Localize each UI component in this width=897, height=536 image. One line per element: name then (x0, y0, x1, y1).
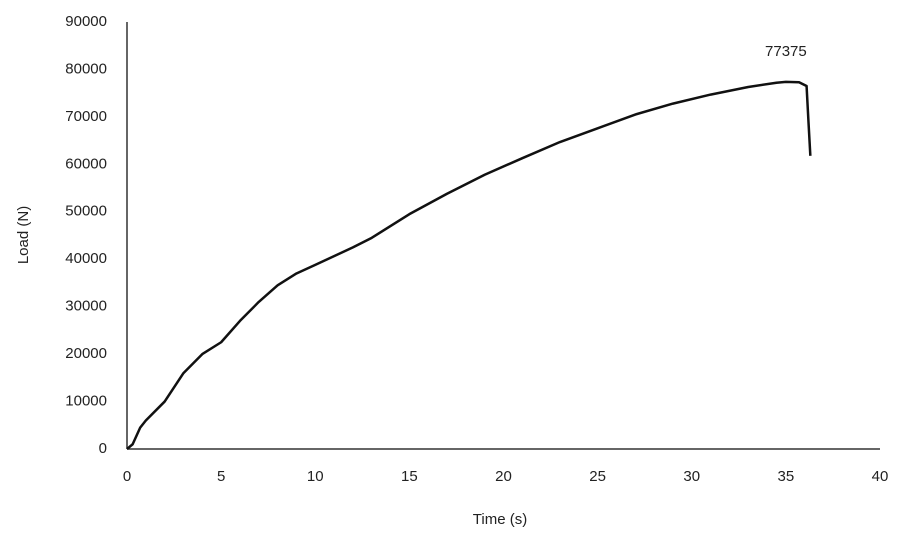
data-line (127, 82, 810, 449)
x-tick-label: 25 (589, 468, 606, 485)
y-tick-label: 40000 (65, 250, 107, 267)
x-tick-label: 35 (778, 468, 795, 485)
x-tick-label: 15 (401, 468, 418, 485)
chart: Time (s) Load (N) 0 10000 20000 30000 40000 5… (0, 0, 897, 536)
x-tick-label: 5 (217, 468, 225, 485)
y-tick-label: 60000 (65, 155, 107, 172)
y-tick-label: 0 (99, 440, 107, 457)
x-tick-label: 40 (872, 468, 889, 485)
page: {"chart_data": {"type": "line", "x_label… (0, 0, 897, 536)
annotation: 77375 (765, 43, 807, 60)
x-tick-label: 30 (683, 468, 700, 485)
x-axis-title: Time (s) (473, 511, 527, 528)
y-tick-label: 10000 (65, 393, 107, 410)
y-tick-label: 20000 (65, 345, 107, 362)
y-axis-title: Load (N) (15, 206, 32, 264)
y-tick-label: 80000 (65, 60, 107, 77)
y-tick-label: 90000 (65, 13, 107, 30)
y-tick-label: 70000 (65, 108, 107, 125)
x-tick-label: 0 (123, 468, 131, 485)
x-tick-label: 20 (495, 468, 512, 485)
y-tick-label: 50000 (65, 203, 107, 220)
x-tick-label: 10 (307, 468, 324, 485)
y-tick-label: 30000 (65, 298, 107, 315)
